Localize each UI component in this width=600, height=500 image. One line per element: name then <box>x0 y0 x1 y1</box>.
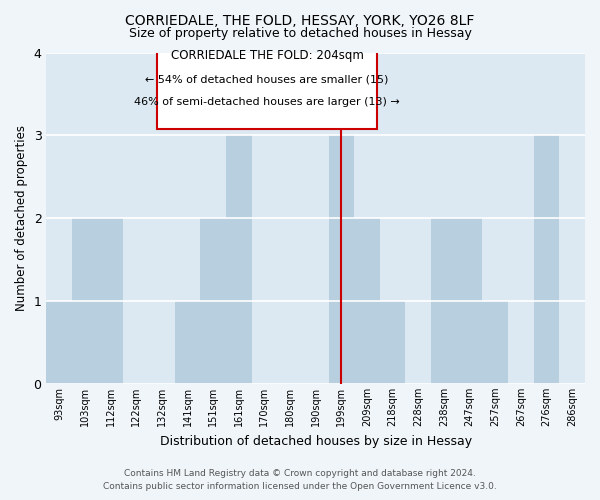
Y-axis label: Number of detached properties: Number of detached properties <box>15 125 28 311</box>
Bar <box>380 301 406 384</box>
Bar <box>508 52 534 384</box>
Bar <box>406 52 431 384</box>
Bar <box>277 52 303 384</box>
Bar <box>46 301 72 384</box>
Bar <box>431 52 457 384</box>
Bar <box>457 52 482 384</box>
Bar <box>98 52 124 384</box>
Text: Size of property relative to detached houses in Hessay: Size of property relative to detached ho… <box>128 28 472 40</box>
Bar <box>354 218 380 384</box>
Text: ← 54% of detached houses are smaller (15): ← 54% of detached houses are smaller (15… <box>145 74 389 85</box>
Text: 46% of semi-detached houses are larger (13) →: 46% of semi-detached houses are larger (… <box>134 98 400 108</box>
Bar <box>200 52 226 384</box>
Bar <box>72 218 98 384</box>
X-axis label: Distribution of detached houses by size in Hessay: Distribution of detached houses by size … <box>160 434 472 448</box>
Bar <box>380 52 406 384</box>
Bar <box>251 52 277 384</box>
Bar <box>226 52 251 384</box>
Bar <box>46 52 72 384</box>
Bar <box>149 52 175 384</box>
Bar <box>482 52 508 384</box>
Bar <box>534 52 559 384</box>
Bar <box>457 218 482 384</box>
Bar <box>124 52 149 384</box>
Text: CORRIEDALE, THE FOLD, HESSAY, YORK, YO26 8LF: CORRIEDALE, THE FOLD, HESSAY, YORK, YO26… <box>125 14 475 28</box>
FancyBboxPatch shape <box>157 34 377 128</box>
Bar <box>482 301 508 384</box>
Bar <box>72 52 98 384</box>
Bar <box>534 136 559 384</box>
Bar <box>431 218 457 384</box>
Bar <box>329 136 354 384</box>
Bar <box>354 52 380 384</box>
Bar <box>329 52 354 384</box>
Bar <box>175 301 200 384</box>
Bar <box>559 52 585 384</box>
Bar <box>98 218 124 384</box>
Text: CORRIEDALE THE FOLD: 204sqm: CORRIEDALE THE FOLD: 204sqm <box>170 48 364 62</box>
Bar <box>200 218 226 384</box>
Text: Contains HM Land Registry data © Crown copyright and database right 2024.
Contai: Contains HM Land Registry data © Crown c… <box>103 469 497 491</box>
Bar <box>303 52 329 384</box>
Bar <box>175 52 200 384</box>
Bar <box>226 136 251 384</box>
